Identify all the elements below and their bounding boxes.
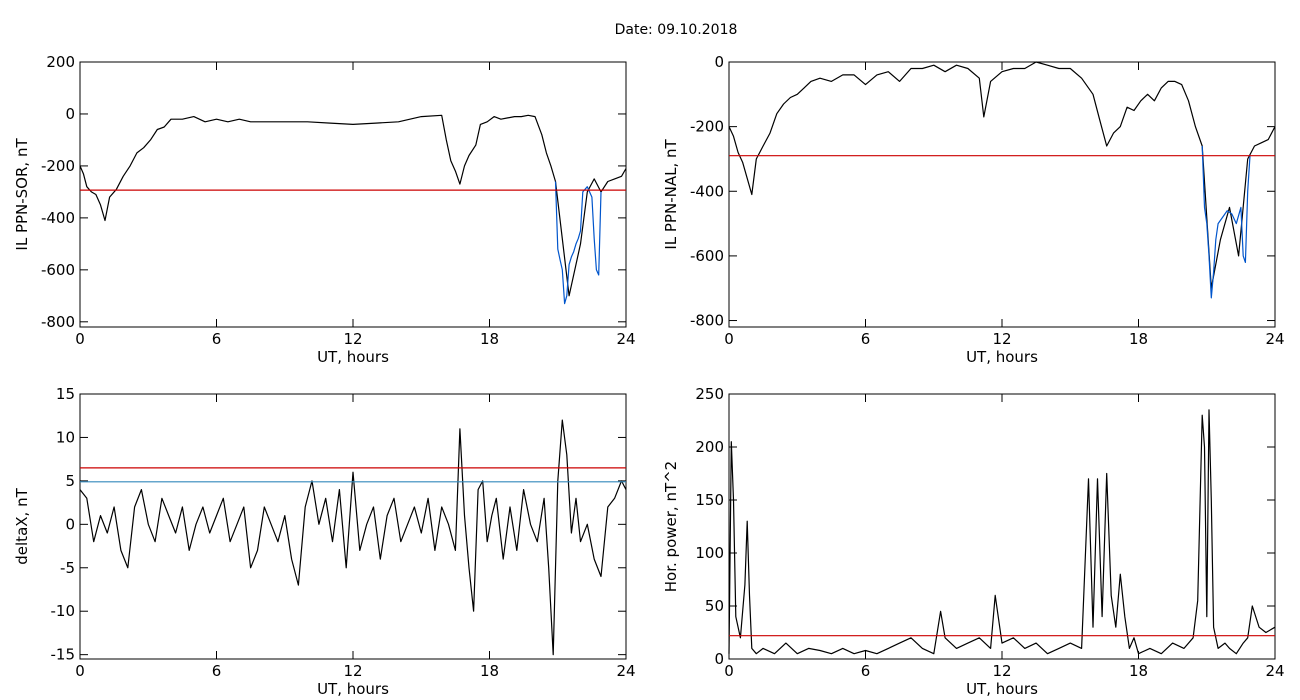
y-axis-label: deltaX, nT — [13, 487, 31, 564]
series-line-1 — [1201, 145, 1251, 299]
x-axis-label: UT, hours — [317, 680, 389, 698]
x-tick-label: 18 — [1129, 662, 1148, 680]
y-tick-label: 0 — [714, 53, 724, 71]
page-title: Date: 09.10.2018 — [615, 22, 738, 38]
series-line-0 — [728, 409, 1276, 655]
y-tick-label: -200 — [41, 157, 75, 175]
y-tick-label: 200 — [46, 53, 75, 71]
y-tick-label: 50 — [705, 597, 724, 615]
y-tick-label: -600 — [690, 247, 724, 265]
series-line-0 — [79, 114, 627, 297]
x-tick-label: 24 — [616, 662, 635, 680]
plot-frame — [79, 393, 627, 660]
y-tick-label: -10 — [51, 602, 76, 620]
x-axis-label: UT, hours — [966, 348, 1038, 366]
x-tick-label: 0 — [75, 662, 85, 680]
y-tick-label: 0 — [65, 105, 75, 123]
y-tick-label: -800 — [41, 313, 75, 331]
y-tick-label: 0 — [65, 515, 75, 533]
y-tick-label: 100 — [695, 544, 724, 562]
y-tick-label: 250 — [695, 385, 724, 403]
x-tick-label: 0 — [75, 330, 85, 348]
chart-panel-p4: 0 6 12 18 24 0 50 100 150 200 250 UT, hours Hor. pow… — [662, 385, 1285, 698]
x-tick-label: 12 — [343, 662, 362, 680]
x-axis-label: UT, hours — [317, 348, 389, 366]
plot-frame — [79, 61, 627, 328]
y-tick-label: 5 — [65, 472, 75, 490]
series-line-0 — [728, 61, 1276, 289]
x-axis-label: UT, hours — [966, 680, 1038, 698]
y-tick-label: -800 — [690, 312, 724, 330]
x-tick-label: 24 — [1265, 662, 1284, 680]
y-tick-label: 150 — [695, 491, 724, 509]
chart-panel-p2: 0 6 12 18 24 -800 -600 -400 -200 0 UT, hours IL PPN… — [662, 53, 1285, 366]
x-tick-label: 18 — [480, 662, 499, 680]
y-tick-label: 0 — [714, 650, 724, 668]
x-tick-label: 12 — [992, 330, 1011, 348]
x-tick-label: 6 — [212, 662, 222, 680]
x-tick-label: 12 — [992, 662, 1011, 680]
chart-panel-p3: 0 6 12 18 24 -15 -10 -5 0 5 10 15 UT, hours deltaX, n… — [13, 385, 636, 698]
y-tick-label: -15 — [51, 646, 76, 664]
y-tick-label: -600 — [41, 261, 75, 279]
x-tick-label: 6 — [861, 662, 871, 680]
x-tick-label: 6 — [212, 330, 222, 348]
series-line-1 — [554, 181, 602, 305]
y-tick-label: -5 — [60, 559, 75, 577]
y-axis-label: IL PPN-NAL, nT — [662, 139, 680, 250]
y-tick-label: 15 — [56, 385, 75, 403]
x-tick-label: 24 — [1265, 330, 1284, 348]
x-tick-label: 24 — [616, 330, 635, 348]
chart-panel-p1: 0 6 12 18 24 -800 -600 -400 -200 0 200 UT, hours IL … — [13, 53, 636, 366]
series-line-0 — [79, 419, 627, 656]
x-tick-label: 0 — [724, 662, 734, 680]
y-tick-label: 200 — [695, 438, 724, 456]
x-tick-label: 0 — [724, 330, 734, 348]
x-tick-label: 6 — [861, 330, 871, 348]
y-tick-label: -400 — [690, 182, 724, 200]
plot-frame — [728, 61, 1276, 328]
x-tick-label: 12 — [343, 330, 362, 348]
y-axis-label: IL PPN-SOR, nT — [13, 138, 31, 251]
y-tick-label: 10 — [56, 428, 75, 446]
y-axis-label: Hor. power, nT^2 — [662, 461, 680, 592]
x-tick-label: 18 — [1129, 330, 1148, 348]
plot-frame — [728, 393, 1276, 660]
x-tick-label: 18 — [480, 330, 499, 348]
y-tick-label: -200 — [690, 118, 724, 136]
y-tick-label: -400 — [41, 209, 75, 227]
